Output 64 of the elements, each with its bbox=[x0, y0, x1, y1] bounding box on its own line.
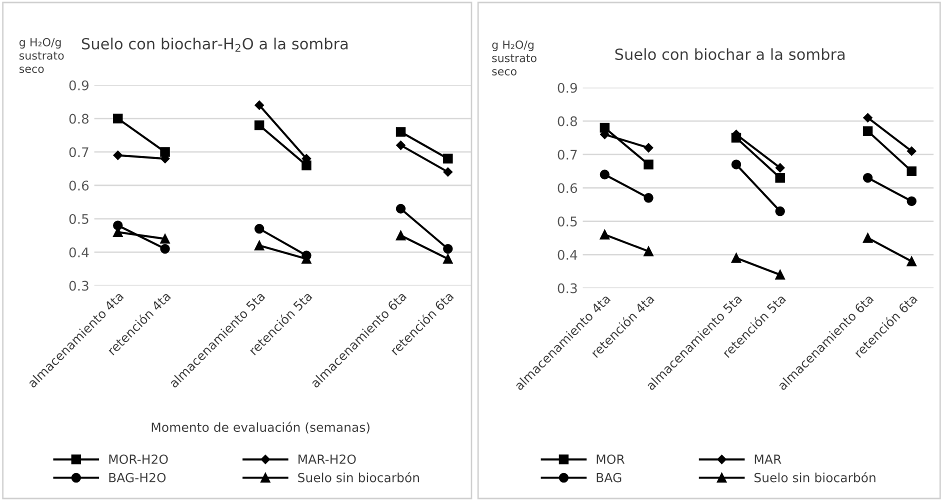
y-axis-title: g H₂O/g sustrato seco bbox=[492, 40, 536, 76]
y-tick-label: 0.8 bbox=[558, 116, 578, 126]
chart-title: Suelo con biochar-H$_{2}$O a la sombra bbox=[82, 38, 348, 52]
point bbox=[254, 224, 264, 234]
y-tick-label: 0.6 bbox=[69, 180, 89, 191]
chart-title: Suelo con biochar a la sombra bbox=[615, 48, 845, 60]
y-tick-label: 0.4 bbox=[558, 250, 578, 260]
y-axis-title: g H₂O/g sustrato seco bbox=[19, 38, 64, 73]
point bbox=[113, 150, 122, 160]
point bbox=[396, 127, 406, 137]
point bbox=[863, 113, 872, 122]
point bbox=[731, 253, 742, 263]
point bbox=[906, 256, 917, 266]
point bbox=[600, 230, 610, 240]
point bbox=[160, 147, 170, 157]
y-tick-label: 0.7 bbox=[69, 147, 88, 158]
legend-label: MOR-H2O bbox=[109, 454, 168, 464]
point bbox=[907, 146, 916, 156]
legend-label: MOR bbox=[596, 454, 625, 464]
legend-label: BAG bbox=[596, 472, 622, 482]
point bbox=[644, 193, 654, 203]
point bbox=[862, 172, 873, 183]
legend-label: BAG-H2O bbox=[109, 472, 166, 482]
y-tick-label: 0.5 bbox=[558, 216, 577, 226]
point bbox=[113, 114, 123, 124]
point bbox=[775, 206, 785, 216]
point bbox=[443, 154, 453, 164]
y-tick-label: 0.4 bbox=[69, 247, 89, 258]
point bbox=[443, 254, 453, 264]
point bbox=[600, 170, 610, 180]
y-tick-label: 0.5 bbox=[69, 214, 88, 224]
legend-label: Suelo sin biocarbón bbox=[754, 472, 876, 482]
point bbox=[254, 120, 264, 130]
point bbox=[160, 234, 170, 244]
legend-label: MAR bbox=[754, 454, 782, 464]
point bbox=[644, 246, 654, 256]
point bbox=[906, 196, 917, 206]
y-tick-label: 0.3 bbox=[69, 280, 88, 291]
legend-label: MAR-H2O bbox=[298, 454, 356, 464]
point bbox=[644, 143, 654, 152]
point bbox=[160, 244, 170, 254]
point bbox=[644, 160, 654, 170]
point bbox=[443, 244, 453, 254]
point bbox=[862, 126, 873, 136]
y-tick-label: 0.8 bbox=[69, 114, 89, 124]
y-tick-label: 0.6 bbox=[558, 183, 578, 194]
point bbox=[396, 140, 406, 150]
point bbox=[254, 240, 264, 250]
x-axis-title: Momento de evaluación (semanas) bbox=[152, 422, 370, 434]
point bbox=[731, 160, 742, 170]
point bbox=[396, 230, 406, 240]
point bbox=[396, 204, 406, 214]
point bbox=[775, 163, 785, 172]
point bbox=[443, 167, 453, 177]
point bbox=[775, 172, 785, 183]
legend-label: Suelo sin biocarbón bbox=[298, 472, 419, 482]
point bbox=[254, 100, 264, 110]
point bbox=[775, 270, 785, 280]
point bbox=[862, 233, 873, 243]
y-tick-label: 0.9 bbox=[69, 80, 89, 90]
y-tick-label: 0.9 bbox=[558, 82, 577, 93]
y-tick-label: 0.7 bbox=[558, 150, 577, 160]
point bbox=[906, 166, 917, 176]
y-tick-label: 0.3 bbox=[558, 283, 577, 294]
